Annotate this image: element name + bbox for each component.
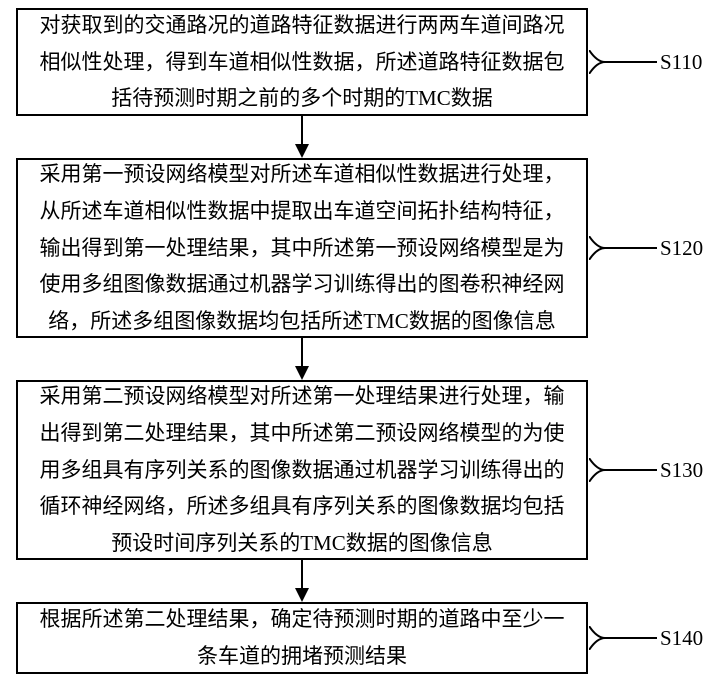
step-label-s110: S110 <box>660 50 702 75</box>
step-text-s120: 采用第一预设网络模型对所述车道相似性数据进行处理，从所述车道相似性数据中提取出车… <box>32 156 572 340</box>
step-id-s140: S140 <box>660 626 703 650</box>
step-box-s110: 对获取到的交通路况的道路特征数据进行两两车道间路况相似性处理，得到车道相似性数据… <box>16 8 588 116</box>
step-box-s120: 采用第一预设网络模型对所述车道相似性数据进行处理，从所述车道相似性数据中提取出车… <box>16 158 588 338</box>
step-id-s110: S110 <box>660 50 702 74</box>
step-box-s140: 根据所述第二处理结果，确定待预测时期的道路中至少一条车道的拥堵预测结果 <box>16 602 588 674</box>
bracket-s110 <box>589 50 657 74</box>
arrow-3 <box>290 560 314 604</box>
arrow-2 <box>290 338 314 382</box>
flowchart-container: 对获取到的交通路况的道路特征数据进行两两车道间路况相似性处理，得到车道相似性数据… <box>0 0 721 681</box>
step-id-s120: S120 <box>660 236 703 260</box>
arrow-1 <box>290 116 314 160</box>
step-label-s130: S130 <box>660 458 703 483</box>
bracket-s140 <box>589 626 657 650</box>
step-box-s130: 采用第二预设网络模型对所述第一处理结果进行处理，输出得到第二处理结果，其中所述第… <box>16 380 588 560</box>
bracket-s130 <box>589 458 657 482</box>
step-text-s130: 采用第二预设网络模型对所述第一处理结果进行处理，输出得到第二处理结果，其中所述第… <box>32 378 572 562</box>
bracket-s120 <box>589 236 657 260</box>
step-id-s130: S130 <box>660 458 703 482</box>
step-text-s140: 根据所述第二处理结果，确定待预测时期的道路中至少一条车道的拥堵预测结果 <box>32 601 572 675</box>
step-label-s120: S120 <box>660 236 703 261</box>
step-text-s110: 对获取到的交通路况的道路特征数据进行两两车道间路况相似性处理，得到车道相似性数据… <box>32 7 572 117</box>
step-label-s140: S140 <box>660 626 703 651</box>
